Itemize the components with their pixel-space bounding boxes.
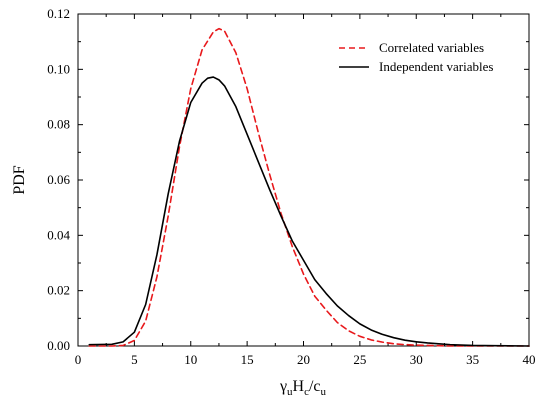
x-tick-label: 15 [241,352,254,367]
legend-label-independent: Independent variables [379,59,493,74]
y-tick-label: 0.04 [47,227,70,242]
legend: Correlated variables Independent variabl… [339,40,493,74]
x-tick-label: 5 [131,352,138,367]
x-tick-label: 25 [353,352,366,367]
x-tick-label: 20 [297,352,310,367]
axis-ticks: 0 5 10 15 20 25 30 35 40 0.00 0.02 0.04 0.06 0.08 0.10… [47,6,535,367]
x-tick-label: 40 [523,352,536,367]
series-line-independent [88,76,530,347]
series-line-correlated [88,27,530,347]
y-tick-label: 0.06 [47,172,70,187]
x-tick-label: 10 [184,352,197,367]
y-tick-label: 0.00 [47,338,70,353]
svg-text:γu​Hc​/cu​: γu​Hc​/cu​ [279,378,327,398]
y-axis-title: PDF [11,165,28,194]
y-tick-label: 0.10 [47,61,70,76]
x-tick-label: 35 [466,352,479,367]
x-axis-title: γu​Hc​/cu​ [279,378,327,398]
y-tick-label: 0.08 [47,117,70,132]
legend-label-correlated: Correlated variables [379,40,484,55]
y-tick-label: 0.12 [47,6,70,21]
y-tick-label: 0.02 [47,283,70,298]
x-tick-label: 30 [410,352,423,367]
series-layer [88,27,530,347]
x-tick-label: 0 [75,352,82,367]
